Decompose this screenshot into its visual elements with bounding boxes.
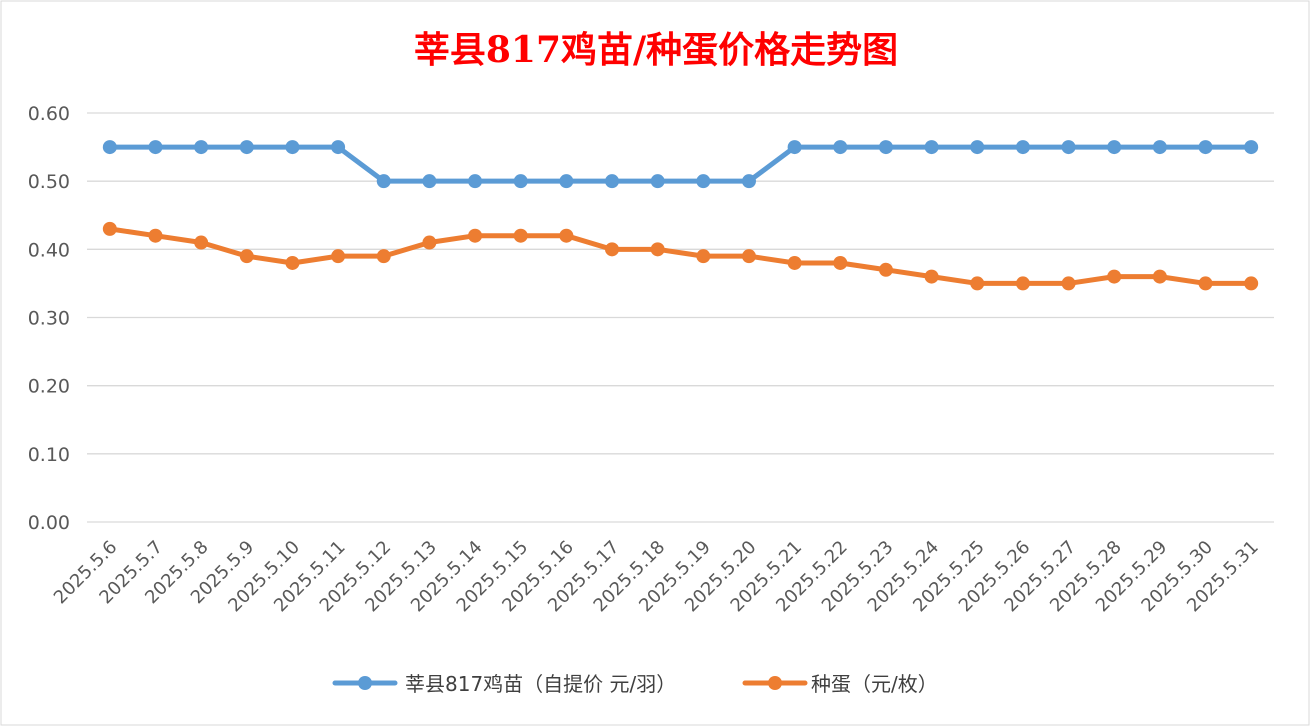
data-point (559, 228, 574, 243)
data-point (239, 249, 254, 264)
legend-marker-1 (358, 676, 372, 690)
data-point (102, 140, 117, 155)
legend-label-1: 莘县817鸡苗（自提价 元/羽） (405, 672, 676, 696)
data-point (148, 140, 163, 155)
data-point (468, 228, 483, 243)
y-tick-label: 0.50 (28, 171, 70, 193)
data-point (285, 140, 300, 155)
series-line-1 (107, 144, 1254, 184)
data-point (970, 276, 985, 291)
data-point (924, 269, 939, 284)
data-point (331, 140, 346, 155)
legend-marker-2 (768, 676, 782, 690)
data-point (696, 249, 711, 264)
data-point (1015, 140, 1030, 155)
data-point (1061, 276, 1076, 291)
data-point (833, 140, 848, 155)
data-point (1152, 269, 1167, 284)
data-point (376, 174, 391, 189)
data-point (787, 140, 802, 155)
data-point (422, 235, 437, 250)
data-point (239, 140, 254, 155)
data-point (422, 174, 437, 189)
data-point (1107, 140, 1122, 155)
data-point (376, 249, 391, 264)
data-point (1015, 276, 1030, 291)
data-point (559, 174, 574, 189)
data-point (741, 174, 756, 189)
y-tick-label: 0.60 (28, 103, 70, 125)
data-point (741, 249, 756, 264)
data-point (102, 221, 117, 236)
data-point (605, 174, 620, 189)
data-point (1107, 269, 1122, 284)
data-point (1244, 140, 1259, 155)
data-point (468, 174, 483, 189)
data-point (194, 140, 209, 155)
data-point (331, 249, 346, 264)
data-point (787, 255, 802, 270)
data-point (148, 228, 163, 243)
data-point (1061, 140, 1076, 155)
y-axis: 0.00 0.10 0.20 0.30 0.40 0.50 0.60 (28, 103, 70, 534)
data-point (513, 174, 528, 189)
data-point (970, 140, 985, 155)
data-point (924, 140, 939, 155)
data-point (650, 242, 665, 257)
data-point (285, 255, 300, 270)
data-point (650, 174, 665, 189)
data-point (1152, 140, 1167, 155)
series-group (102, 140, 1259, 291)
y-tick-label: 0.00 (28, 512, 70, 534)
y-tick-label: 0.40 (28, 239, 70, 261)
data-point (696, 174, 711, 189)
series-line-2 (107, 226, 1254, 286)
data-point (1244, 276, 1259, 291)
data-point (1198, 276, 1213, 291)
legend-label-2: 种蛋（元/枚） (811, 672, 938, 696)
data-point (1198, 140, 1213, 155)
y-tick-label: 0.30 (28, 308, 70, 330)
y-tick-label: 0.20 (28, 376, 70, 398)
data-point (878, 140, 893, 155)
data-point (833, 255, 848, 270)
data-point (194, 235, 209, 250)
legend: 莘县817鸡苗（自提价 元/羽） 种蛋（元/枚） (332, 672, 938, 696)
data-point (513, 228, 528, 243)
y-tick-label: 0.10 (28, 444, 70, 466)
chart-title: 莘县817鸡苗/种蛋价格走势图 (414, 29, 898, 71)
data-point (605, 242, 620, 257)
data-point (878, 262, 893, 277)
